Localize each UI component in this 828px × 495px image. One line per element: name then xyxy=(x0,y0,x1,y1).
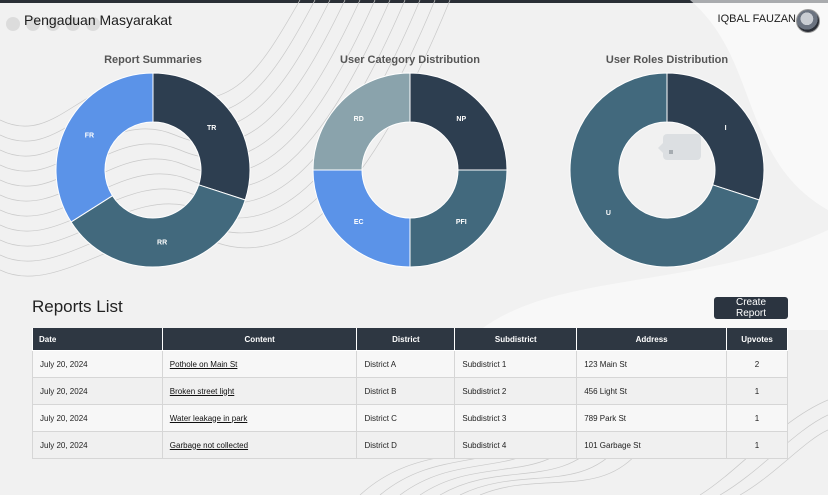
top-accent-bar xyxy=(0,0,828,3)
slice-label-fr: FR xyxy=(85,133,94,140)
slice-pfi[interactable] xyxy=(409,169,508,268)
report-content-link[interactable]: Water leakage in park xyxy=(169,413,248,423)
slice-label-rr: RR xyxy=(157,239,167,246)
slice-i[interactable] xyxy=(666,72,765,201)
reports-list-title: Reports List xyxy=(32,297,123,316)
column-header-subdistrict[interactable]: Subdistrict xyxy=(454,328,578,351)
table-row[interactable]: July 20, 2024 Garbage not collected Dist… xyxy=(32,431,788,459)
slice-label-u: U xyxy=(606,210,611,217)
column-header-upvotes[interactable]: Upvotes xyxy=(726,328,788,351)
slice-np[interactable] xyxy=(409,72,508,171)
create-report-button[interactable]: Create Report xyxy=(714,297,788,319)
chart-title-report-summaries: Report Summaries xyxy=(104,54,202,66)
cell-date: July 20, 2024 xyxy=(32,431,163,459)
column-header-address[interactable]: Address xyxy=(576,328,727,351)
slice-fr[interactable] xyxy=(55,72,154,223)
reports-table: Date Content District Subdistrict Addres… xyxy=(32,328,788,459)
cell-upvotes: 1 xyxy=(726,404,788,432)
cell-address: 789 Park St xyxy=(576,404,727,432)
cell-date: July 20, 2024 xyxy=(32,404,163,432)
cell-upvotes: 1 xyxy=(726,377,788,405)
table-row[interactable]: July 20, 2024 Broken street light Distri… xyxy=(32,377,788,405)
column-header-district[interactable]: District xyxy=(356,328,456,351)
cell-subdistrict: Subdistrict 1 xyxy=(454,350,578,378)
cell-district: District D xyxy=(356,431,456,459)
column-header-date[interactable]: Date xyxy=(32,328,163,351)
slice-label-rd: RD xyxy=(354,116,364,123)
report-content-link[interactable]: Garbage not collected xyxy=(169,440,249,450)
top-navbar: Pengaduan Masyarakat IQBAL FAUZAN xyxy=(0,3,828,37)
chart-title-user-roles: User Roles Distribution xyxy=(605,54,729,66)
cell-date: July 20, 2024 xyxy=(32,377,163,405)
cell-address: 456 Light St xyxy=(576,377,727,405)
cell-subdistrict: Subdistrict 2 xyxy=(454,377,578,405)
user-category-donut-chart: NP PFI EC RD xyxy=(312,72,508,268)
cell-upvotes: 1 xyxy=(726,431,788,459)
cell-date: July 20, 2024 xyxy=(32,350,163,378)
slice-label-tr: TR xyxy=(207,125,216,132)
slice-ec[interactable] xyxy=(312,169,411,268)
background-dots xyxy=(6,17,100,31)
cell-district: District B xyxy=(356,377,456,405)
user-avatar[interactable] xyxy=(796,9,820,33)
slice-rd[interactable] xyxy=(312,72,411,171)
user-roles-donut-chart: IU xyxy=(569,72,765,268)
table-row[interactable]: July 20, 2024 Water leakage in park Dist… xyxy=(32,404,788,432)
slice-u[interactable] xyxy=(569,72,760,268)
cell-district: District C xyxy=(356,404,456,432)
report-content-link[interactable]: Broken street light xyxy=(169,386,235,396)
cell-subdistrict: Subdistrict 3 xyxy=(454,404,578,432)
slice-label-pfi: PFI xyxy=(456,219,467,226)
cell-upvotes: 2 xyxy=(726,350,788,378)
cell-address: 101 Garbage St xyxy=(576,431,727,459)
slice-rr[interactable] xyxy=(70,184,246,268)
column-header-content[interactable]: Content xyxy=(161,328,358,351)
slice-label-np: NP xyxy=(456,116,466,123)
slice-label-ec: EC xyxy=(354,219,364,226)
cell-subdistrict: Subdistrict 4 xyxy=(454,431,578,459)
report-content-link[interactable]: Pothole on Main St xyxy=(169,359,238,369)
slice-label-i: I xyxy=(725,125,727,132)
table-header-row: Date Content District Subdistrict Addres… xyxy=(32,328,788,351)
report-summaries-donut-chart: TR RR FR xyxy=(55,72,251,268)
cell-address: 123 Main St xyxy=(576,350,727,378)
chart-tooltip xyxy=(658,134,701,160)
table-row[interactable]: July 20, 2024 Pothole on Main St Distric… xyxy=(32,350,788,378)
slice-tr[interactable] xyxy=(152,72,251,201)
app-title[interactable]: Pengaduan Masyarakat xyxy=(24,12,172,28)
chart-title-user-category: User Category Distribution xyxy=(340,54,480,66)
user-name[interactable]: IQBAL FAUZAN xyxy=(717,13,796,25)
cell-district: District A xyxy=(356,350,456,378)
